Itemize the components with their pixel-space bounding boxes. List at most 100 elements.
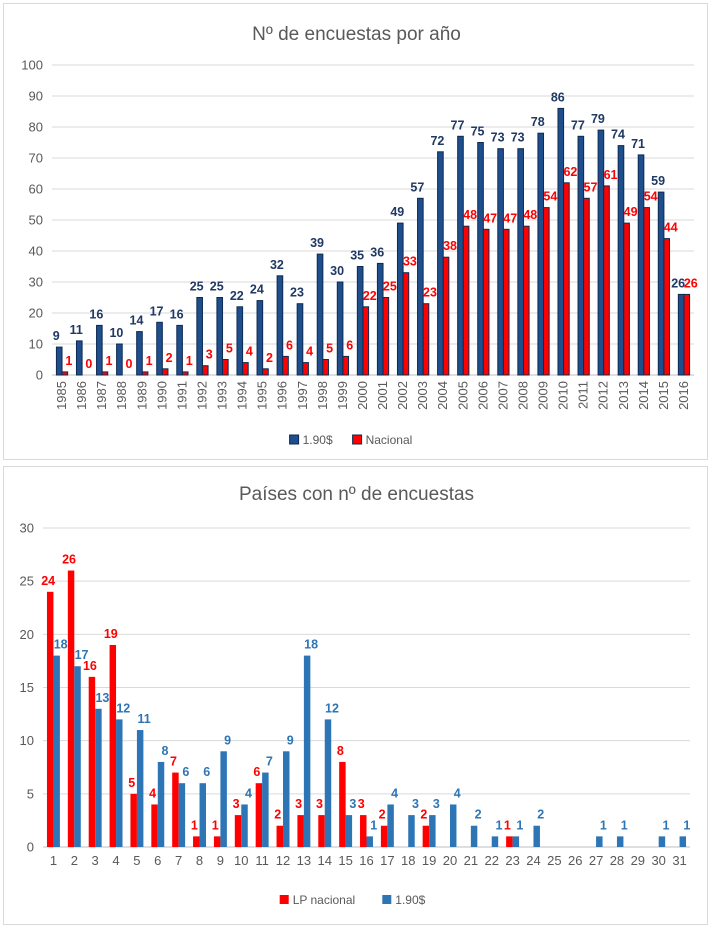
bar [502,228,510,376]
bar [360,815,367,847]
data-label: 4 [246,345,253,359]
bar [442,256,450,376]
bar [380,825,388,847]
data-label: 9 [287,733,294,747]
data-label: 1 [662,818,669,832]
data-label: 36 [370,245,384,259]
bar [101,371,109,376]
x-tick-label: 2010 [556,381,571,410]
data-label: 26 [684,276,698,290]
data-label: 86 [551,90,565,104]
data-label: 26 [62,553,76,567]
bar [181,371,189,376]
bar [679,836,687,847]
bar [462,225,470,376]
data-label: 72 [430,134,444,148]
bar [522,225,530,376]
bar [296,303,304,376]
data-label: 2 [379,808,386,822]
x-tick-label: 1997 [295,381,310,410]
bar [53,655,60,847]
x-tick-label: 2003 [415,381,430,410]
data-label: 3 [358,797,365,811]
data-label: 5 [226,342,233,356]
bar [156,321,163,376]
bar [242,362,249,376]
bar [512,836,520,847]
data-label: 0 [126,357,133,371]
data-label: 16 [83,659,97,673]
data-label: 32 [270,258,284,272]
bar [583,197,590,376]
x-tick-label: 10 [234,853,248,868]
data-label: 79 [591,112,605,126]
data-label: 3 [233,797,240,811]
bar [408,815,415,847]
bar [336,281,344,376]
data-label: 1 [621,818,628,832]
bar [449,804,457,847]
data-label: 14 [130,314,144,328]
bar [616,836,624,847]
data-label: 24 [41,574,55,588]
x-tick-label: 16 [359,853,373,868]
data-label: 26 [671,276,685,290]
data-label: 1 [191,818,198,832]
x-tick-label: 13 [297,853,311,868]
x-tick-label: 27 [589,853,603,868]
x-tick-label: 2004 [435,381,450,410]
y-tick-label: 30 [29,275,43,290]
y-tick-label: 25 [20,574,34,589]
data-label: 25 [210,280,224,294]
x-tick-label: 2012 [596,381,611,410]
bar [256,300,264,376]
y-tick-label: 30 [20,521,34,536]
data-label: 9 [224,733,231,747]
bar [537,132,545,376]
bar [255,783,263,847]
x-tick-label: 21 [464,853,478,868]
data-label: 6 [346,338,353,352]
bar [161,368,169,376]
bar [297,815,304,847]
data-label: 62 [563,165,577,179]
data-label: 23 [423,286,437,300]
chart-surveys-per-year: Nº de encuestas por año01020304050607080… [21,24,698,447]
legend-swatch [352,434,363,445]
x-tick-label: 2002 [395,381,410,410]
bar [643,207,650,376]
x-tick-label: 2006 [475,381,490,410]
data-label: 4 [306,345,313,359]
bar [339,761,346,847]
x-tick-label: 7 [175,853,182,868]
data-label: 6 [286,338,293,352]
bar [683,293,691,376]
bar [262,368,269,376]
data-label: 4 [454,786,461,800]
y-tick-label: 10 [29,337,43,352]
x-tick-label: 29 [631,853,645,868]
data-label: 7 [170,755,177,769]
bar [75,340,83,376]
bar [178,783,186,847]
x-tick-label: 8 [196,853,203,868]
x-tick-label: 1994 [235,381,250,410]
data-label: 6 [253,765,260,779]
chart-title: Países con nº de encuestas [239,484,474,505]
y-tick-label: 90 [29,89,43,104]
data-label: 57 [584,180,598,194]
x-tick-label: 4 [112,853,119,868]
bar [382,297,390,376]
y-tick-label: 40 [29,244,43,259]
bar [429,815,436,847]
bar [497,148,504,376]
x-tick-label: 12 [276,853,290,868]
data-label: 16 [170,307,184,321]
data-label: 77 [571,118,585,132]
bar [617,145,625,376]
x-tick-label: 1987 [94,381,109,410]
data-label: 4 [391,786,398,800]
data-label: 47 [503,211,517,225]
x-tick-label: 2000 [355,381,370,410]
data-label: 1 [186,354,193,368]
